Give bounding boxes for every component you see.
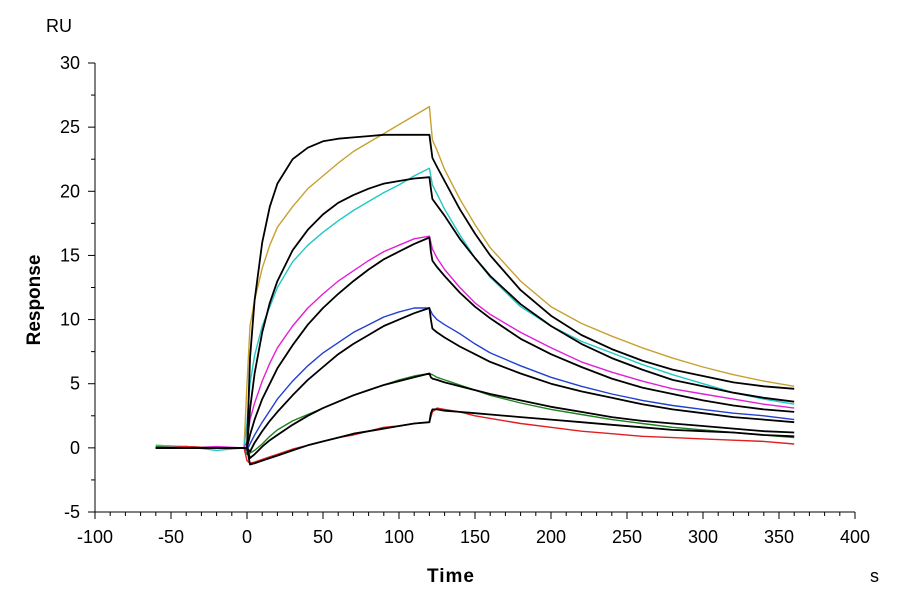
y-tick-label: 25: [60, 117, 80, 137]
fit-line-7: [155, 176, 795, 449]
x-tick-label: 0: [242, 527, 252, 547]
x-tick-label: -50: [158, 527, 184, 547]
x-tick-label: 200: [536, 527, 566, 547]
y-axis-title: Response: [24, 255, 45, 346]
x-unit-label: s: [870, 566, 879, 586]
series-line-3: [155, 307, 795, 452]
fit-line-11: [155, 408, 795, 466]
series-line-4: [155, 372, 795, 455]
y-tick-label: 5: [70, 374, 80, 394]
x-tick-label: 50: [313, 527, 333, 547]
y-ticks: -5 0 5 10 15 20 25 30: [60, 53, 95, 522]
y-tick-label: 30: [60, 53, 80, 73]
x-tick-label: 400: [840, 527, 870, 547]
y-tick-label: 10: [60, 310, 80, 330]
series-layer: [155, 105, 795, 466]
series-line-2: [155, 235, 795, 449]
fit-line-10: [155, 372, 795, 459]
fit-line-8: [155, 236, 795, 449]
series-line-1: [155, 167, 795, 452]
x-ticks: -100 -50 0 50 100 150 200 250 300 350 400: [77, 512, 870, 547]
x-tick-label: 250: [612, 527, 642, 547]
x-tick-label: -100: [77, 527, 113, 547]
axes: -100 -50 0 50 100 150 200 250 300 350 400 -5051015…: [60, 53, 870, 547]
fit-line-9: [155, 307, 795, 453]
x-tick-label: 300: [688, 527, 718, 547]
y-tick-label: 15: [60, 245, 80, 265]
y-tick-label: 20: [60, 181, 80, 201]
fit-line-6: [155, 133, 795, 449]
y-tick-label: -5: [64, 502, 80, 522]
x-tick-label: 150: [460, 527, 490, 547]
x-axis-title: Time: [427, 566, 475, 587]
y-tick-label: 0: [70, 438, 80, 458]
y-unit-label: RU: [46, 16, 72, 36]
x-tick-label: 100: [384, 527, 414, 547]
x-tick-label: 350: [764, 527, 794, 547]
